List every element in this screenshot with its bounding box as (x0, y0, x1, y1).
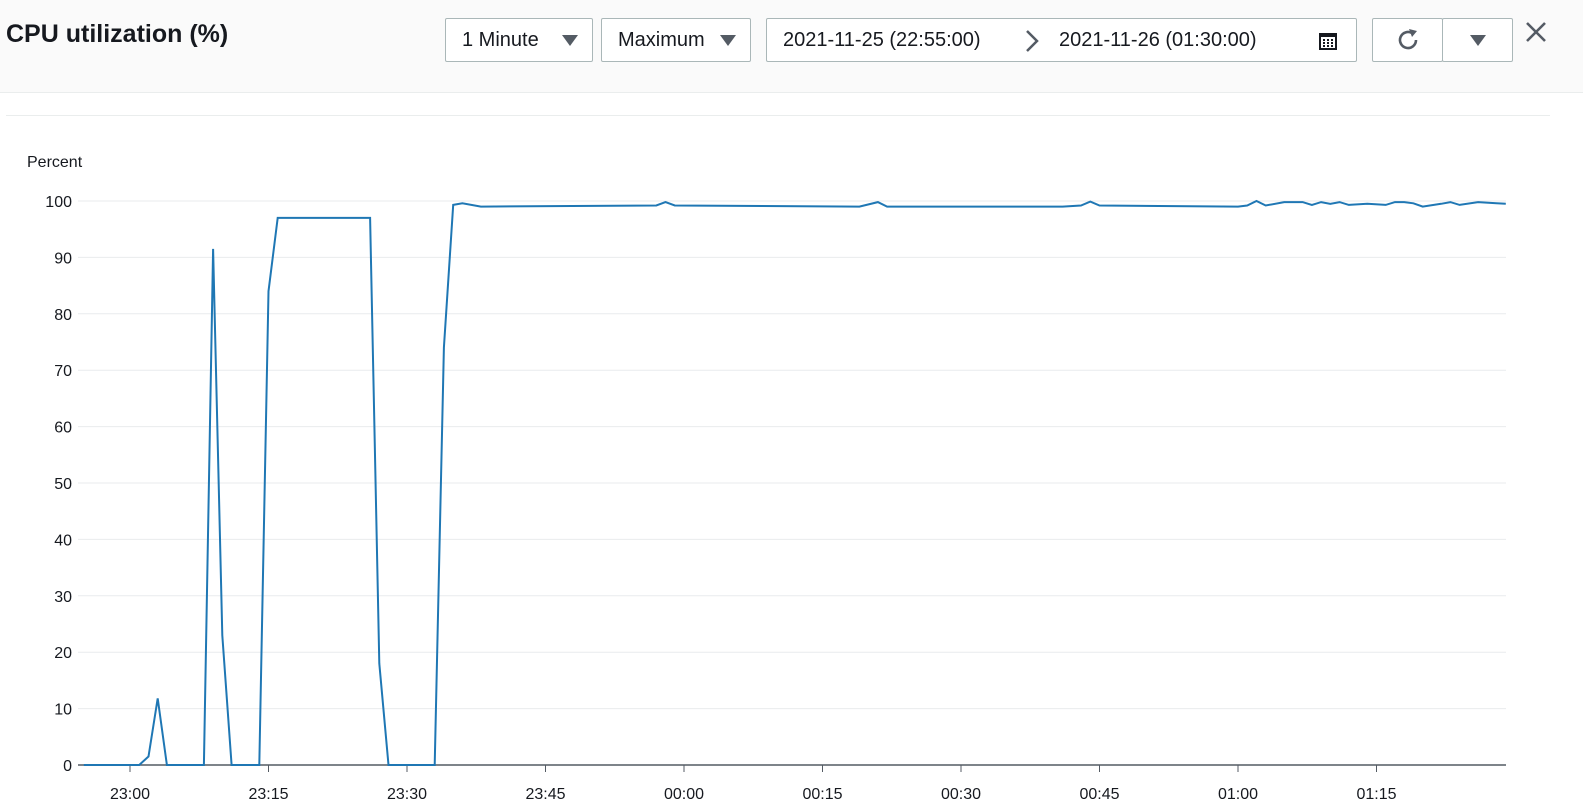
x-tick-label: 23:45 (525, 786, 565, 803)
x-tick-label: 00:45 (1079, 786, 1119, 803)
refresh-options-button[interactable] (1442, 18, 1513, 62)
y-tick-label: 20 (54, 645, 72, 662)
y-axis-label: Percent (27, 154, 83, 171)
x-tick-label: 01:15 (1356, 786, 1396, 803)
y-tick-label: 40 (54, 532, 72, 549)
y-tick-label: 50 (54, 476, 72, 493)
y-tick-label: 0 (63, 758, 72, 775)
cpu-utilization-chart: Percent 0 10 20 30 40 50 60 70 80 90 100 23:00 23:1… (0, 130, 1583, 806)
y-tick-label: 80 (54, 307, 72, 324)
chevron-right-icon (1025, 29, 1039, 53)
close-button[interactable] (1520, 14, 1552, 50)
range-end: 2021-11-26 (01:30:00) (1059, 29, 1257, 52)
x-tick-label: 01:00 (1218, 786, 1258, 803)
date-range-picker[interactable]: 2021-11-25 (22:55:00) 2021-11-26 (01:30:… (766, 18, 1357, 62)
x-tick-label: 23:00 (110, 786, 150, 803)
caret-down-icon (1470, 35, 1486, 46)
x-tick-label: 00:15 (802, 786, 842, 803)
widget-header: CPU utilization (%) 1 Minute Maximum 202… (0, 0, 1583, 93)
y-tick-label: 60 (54, 420, 72, 437)
statistic-select-value: Maximum (602, 29, 705, 52)
x-tick-label: 00:00 (664, 786, 704, 803)
y-tick-label: 10 (54, 702, 72, 719)
widget-title: CPU utilization (%) (6, 20, 228, 49)
caret-down-icon (720, 35, 736, 46)
range-start: 2021-11-25 (22:55:00) (783, 29, 981, 52)
y-tick-label: 70 (54, 363, 72, 380)
period-select[interactable]: 1 Minute (445, 18, 593, 62)
y-tick-label: 90 (54, 250, 72, 267)
caret-down-icon (562, 35, 578, 46)
x-tick-label: 00:30 (941, 786, 981, 803)
x-tick-label: 23:15 (248, 786, 288, 803)
close-icon (1525, 21, 1547, 43)
statistic-select[interactable]: Maximum (601, 18, 751, 62)
calendar-icon[interactable] (1319, 32, 1337, 50)
refresh-icon (1395, 27, 1421, 53)
refresh-button[interactable] (1372, 18, 1443, 62)
y-tick-label: 30 (54, 589, 72, 606)
x-tick-label: 23:30 (387, 786, 427, 803)
y-tick-label: 100 (45, 194, 72, 211)
period-select-value: 1 Minute (446, 29, 539, 52)
divider (6, 115, 1550, 116)
